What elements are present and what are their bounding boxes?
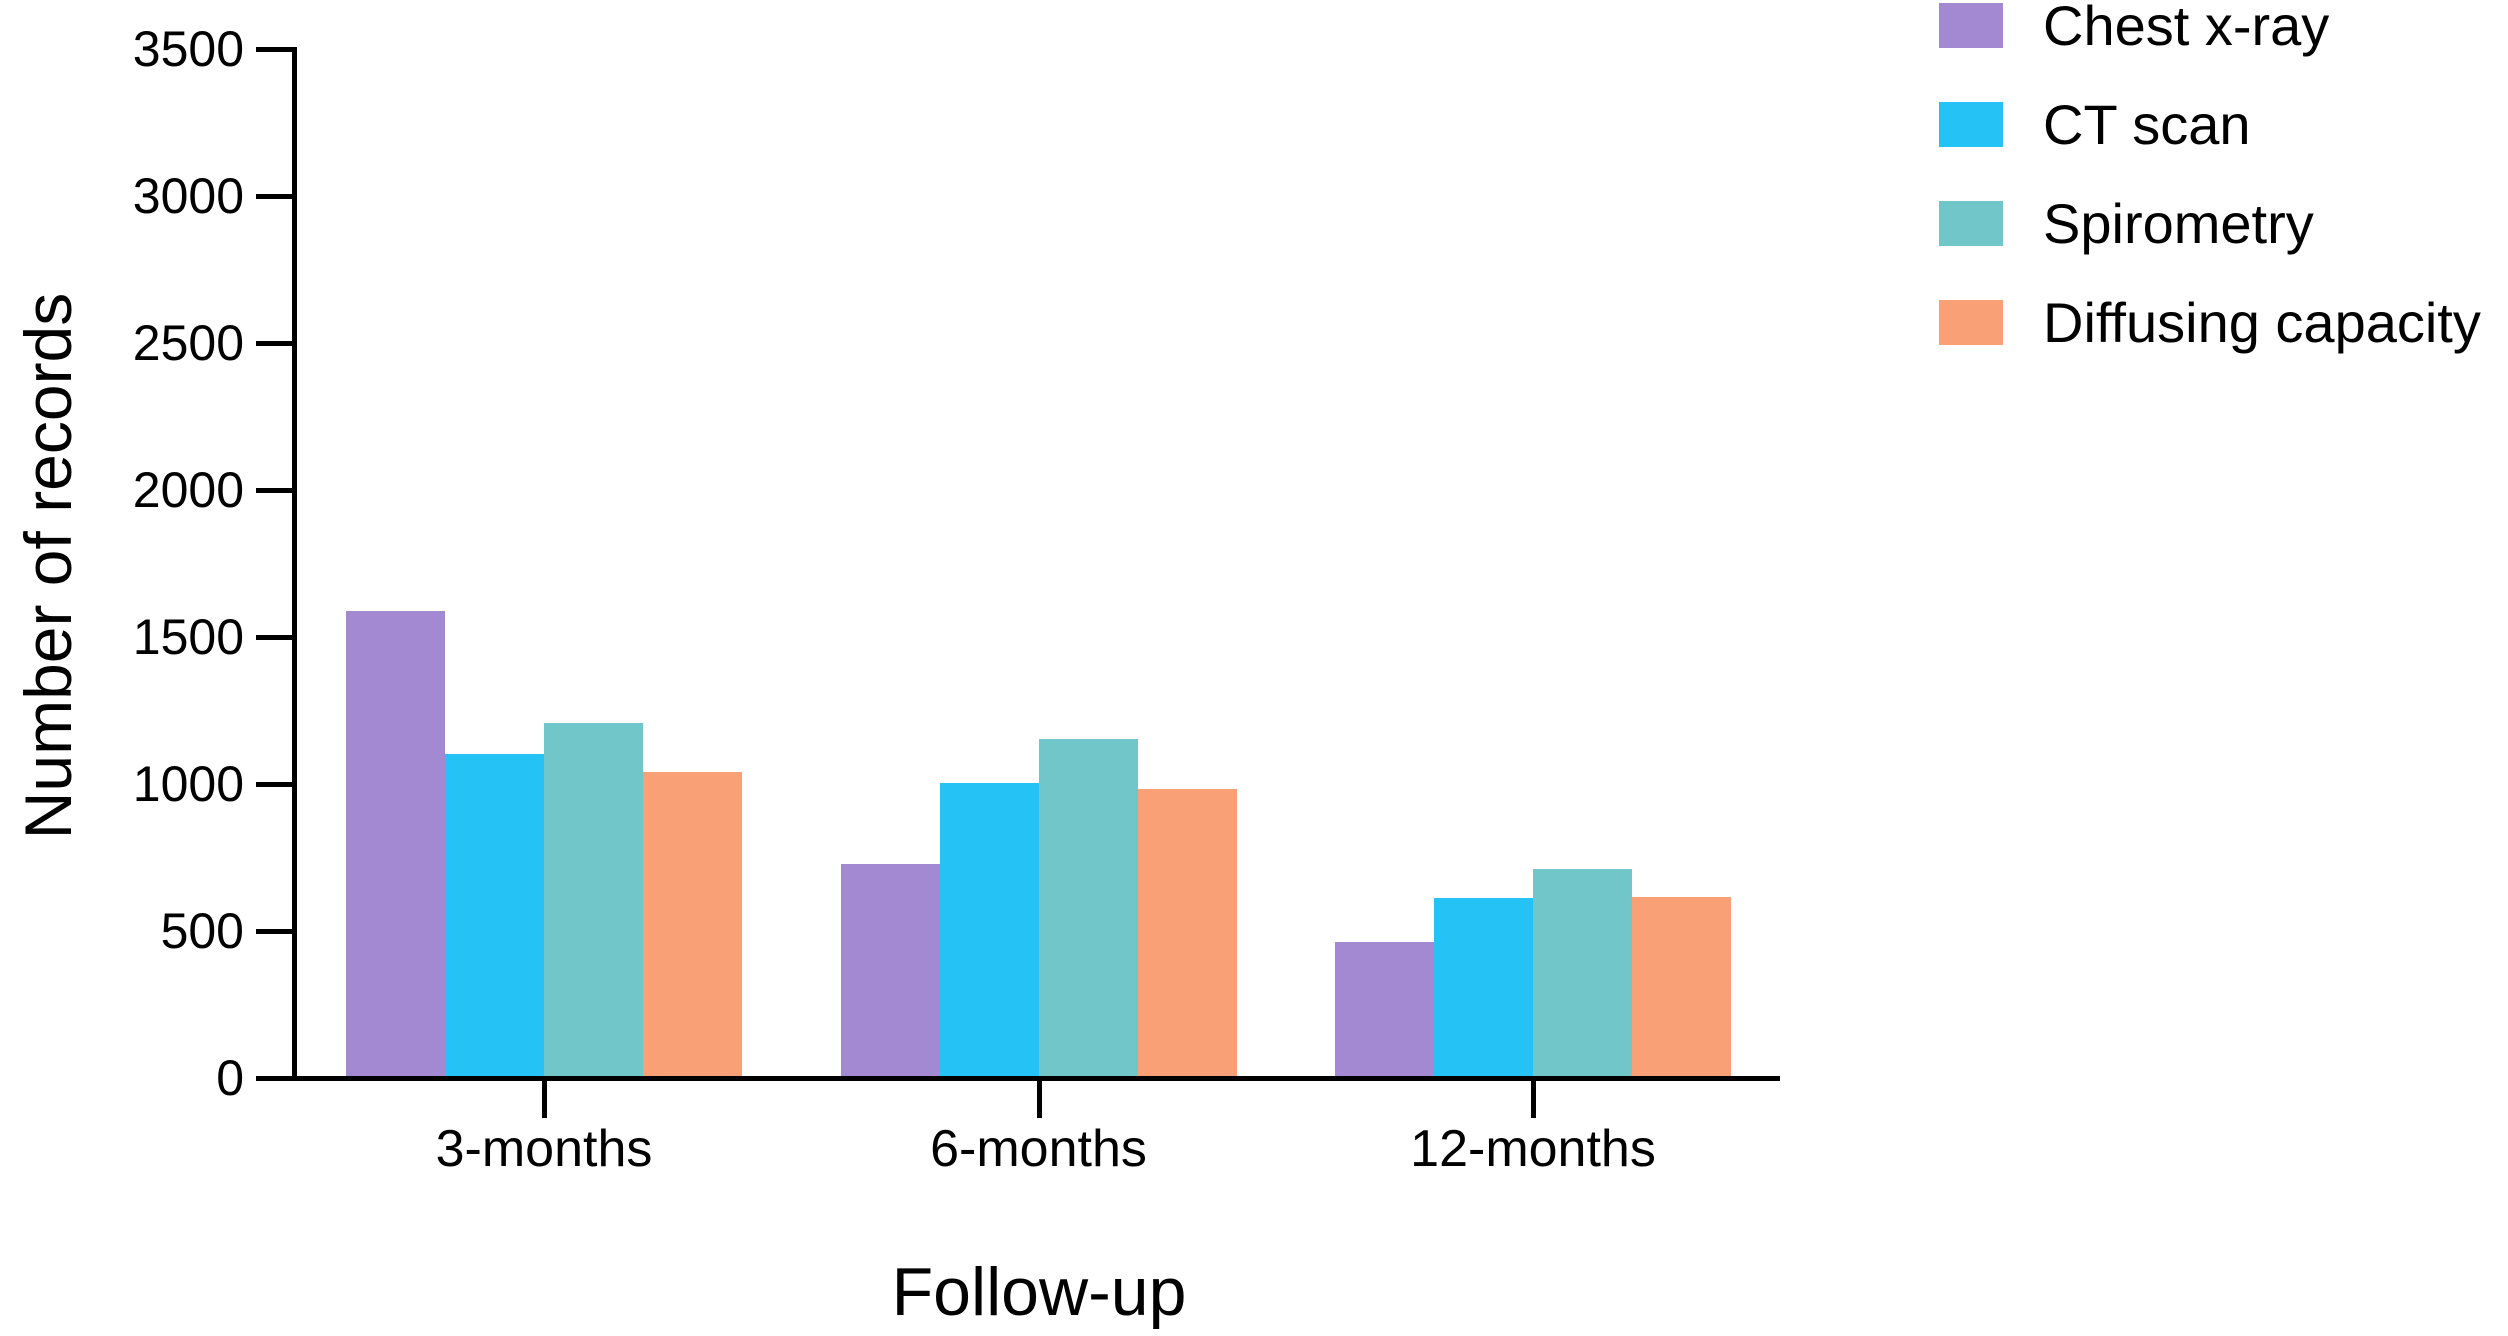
x-category-label: 3-months	[435, 1120, 653, 1178]
y-tick-label: 2000	[132, 462, 244, 518]
y-tick-label: 2500	[132, 315, 244, 371]
bar-chest-x-ray-6-months	[840, 864, 940, 1076]
y-axis-line	[292, 47, 297, 1081]
y-tick	[256, 635, 292, 640]
bar-spirometry-12-months	[1533, 869, 1632, 1076]
bar-chest-x-ray-3-months	[346, 611, 445, 1076]
bar-ct-scan-6-months	[939, 783, 1039, 1076]
bar-diffusing-capacity-3-months	[643, 772, 742, 1076]
x-axis-title: Follow-up	[891, 1254, 1187, 1330]
y-tick-label: 1000	[132, 756, 244, 812]
y-tick	[256, 929, 292, 934]
y-tick-label: 0	[216, 1050, 244, 1106]
legend-label: Diffusing capacity	[2043, 291, 2481, 354]
bar-chest-x-ray-12-months	[1335, 942, 1434, 1076]
y-tick	[256, 782, 292, 787]
bar-spirometry-3-months	[544, 723, 643, 1076]
legend-swatch-chest-x-ray	[1939, 3, 2003, 48]
y-tick	[256, 341, 292, 346]
bar-diffusing-capacity-6-months	[1137, 789, 1237, 1076]
y-tick-label: 3000	[132, 168, 244, 224]
legend-label: Spirometry	[2043, 192, 2314, 255]
x-axis-line	[292, 1076, 1780, 1081]
x-category-label: 12-months	[1410, 1120, 1656, 1178]
y-tick	[256, 194, 292, 199]
y-tick-label: 500	[160, 903, 244, 959]
x-category-label: 6-months	[930, 1120, 1147, 1178]
bar-diffusing-capacity-12-months	[1632, 897, 1731, 1076]
legend-swatch-spirometry	[1939, 201, 2003, 246]
legend-label: CT scan	[2043, 93, 2251, 156]
y-tick-label: 3500	[132, 21, 244, 77]
bar-ct-scan-12-months	[1434, 898, 1533, 1076]
legend-label: Chest x-ray	[2043, 0, 2330, 57]
y-tick	[256, 1076, 292, 1081]
x-tick	[1531, 1081, 1536, 1118]
x-tick	[542, 1081, 547, 1118]
y-tick	[256, 488, 292, 493]
y-tick-label: 1500	[132, 609, 244, 665]
x-tick	[1036, 1081, 1042, 1118]
bar-spirometry-6-months	[1038, 739, 1138, 1076]
bar-ct-scan-3-months	[445, 754, 544, 1076]
legend-swatch-ct-scan	[1939, 102, 2003, 147]
y-tick	[256, 47, 292, 52]
legend-swatch-diffusing-capacity	[1939, 300, 2003, 345]
